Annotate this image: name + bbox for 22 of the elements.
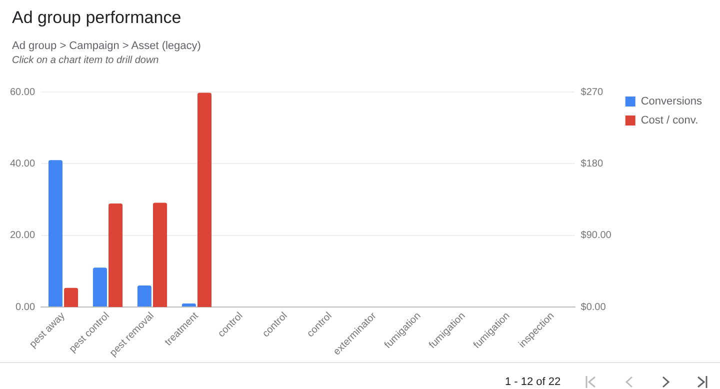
bar <box>197 92 212 308</box>
bar <box>108 204 123 308</box>
legend-label: Conversions <box>640 96 702 108</box>
y2-tick-label: $0.00 <box>580 302 606 313</box>
bar <box>48 160 62 307</box>
y-tick-label: 60.00 <box>10 86 36 98</box>
bar <box>137 286 152 307</box>
text: 1 - 12 of 22 <box>505 376 561 388</box>
y2-tick-label: $180 <box>580 158 604 170</box>
y-tick-label: 0.00 <box>16 302 36 313</box>
text: Click on a chart item to drill down <box>12 55 159 66</box>
legend-label: Cost / conv. <box>640 114 698 127</box>
bar <box>153 202 168 308</box>
y-tick-label: 20.00 <box>10 230 36 242</box>
chart-subtitle: Ad group > Campaign > Asset (legacy) <box>12 40 201 52</box>
y-tick-label: 40.00 <box>10 158 36 170</box>
bar <box>92 268 107 307</box>
chart-title: Ad group performance <box>12 8 182 28</box>
bar <box>64 288 78 308</box>
y2-tick-label: $90.00 <box>580 230 612 242</box>
bar <box>182 303 196 307</box>
y2-tick-label: $270 <box>580 86 604 98</box>
